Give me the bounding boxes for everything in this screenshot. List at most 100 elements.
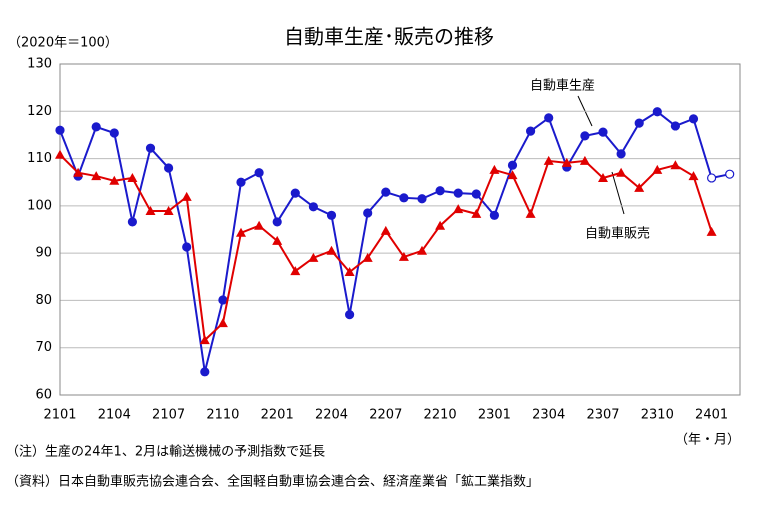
marker <box>398 251 409 261</box>
marker <box>55 125 65 135</box>
marker <box>254 220 265 230</box>
x-tick-label: 2310 <box>641 408 674 423</box>
x-tick-label: 2110 <box>206 408 239 423</box>
marker <box>217 318 228 328</box>
marker <box>254 168 264 178</box>
marker <box>308 252 319 262</box>
marker <box>598 127 608 137</box>
marker <box>145 206 156 216</box>
marker <box>652 107 662 117</box>
marker <box>344 267 355 277</box>
marker <box>688 114 699 124</box>
chart-title: 自動車生産･販売の推移 <box>284 25 494 49</box>
marker <box>544 113 554 123</box>
marker <box>453 204 464 214</box>
marker <box>706 173 717 183</box>
marker <box>670 160 681 170</box>
x-tick-label: 2101 <box>43 408 76 423</box>
y-tick-label: 80 <box>35 293 52 308</box>
x-axis-label: （年・月） <box>675 433 740 448</box>
marker <box>91 171 102 181</box>
marker <box>453 188 463 198</box>
note: （資料）日本自動車販売協会連合会、全国軽自動車協会連合会、経済産業省「鉱工業指数… <box>6 474 539 490</box>
marker <box>417 245 427 255</box>
x-tick-label: 2301 <box>478 408 511 423</box>
marker <box>272 217 282 227</box>
x-tick-label: 2307 <box>586 408 619 423</box>
marker <box>145 143 156 153</box>
x-tick-label: 2107 <box>152 408 185 423</box>
marker <box>561 157 572 167</box>
marker <box>362 252 373 262</box>
marker <box>616 167 627 177</box>
marker <box>163 206 174 216</box>
marker <box>507 160 518 170</box>
marker <box>634 182 645 192</box>
y-tick-label: 70 <box>35 340 52 355</box>
marker <box>272 235 283 245</box>
y-tick-label: 90 <box>35 246 52 261</box>
marker <box>471 208 482 218</box>
note: （注）生産の24年1、2月は輸送機械の予測指数で延長 <box>6 444 325 460</box>
marker <box>345 310 355 320</box>
marker <box>109 128 119 138</box>
marker <box>218 295 228 305</box>
marker <box>598 172 608 182</box>
y-tick-label: 120 <box>27 104 52 119</box>
marker <box>236 177 246 187</box>
marker <box>471 189 481 199</box>
marker <box>127 217 137 227</box>
y-tick-label: 100 <box>27 198 52 213</box>
marker <box>725 169 735 179</box>
marker <box>417 194 427 204</box>
x-tick-label: 2304 <box>532 408 565 423</box>
x-tick-label: 2104 <box>98 408 131 423</box>
marker <box>290 266 301 276</box>
x-tick-label: 2401 <box>695 408 728 423</box>
marker <box>525 126 536 136</box>
x-tick-label: 2207 <box>369 408 402 423</box>
marker <box>688 171 699 181</box>
marker <box>326 245 337 255</box>
series-label: 自動車生産 <box>530 78 595 94</box>
marker <box>489 164 500 174</box>
marker <box>507 170 518 180</box>
marker <box>706 226 717 236</box>
marker <box>326 210 337 220</box>
marker <box>380 225 391 235</box>
marker <box>127 172 138 182</box>
marker <box>109 175 120 185</box>
marker <box>580 131 590 141</box>
marker <box>164 163 174 173</box>
marker <box>182 242 192 252</box>
leader-line <box>611 171 625 215</box>
marker <box>73 167 84 177</box>
y-tick-label: 60 <box>35 388 52 403</box>
marker <box>616 149 626 159</box>
marker <box>55 149 65 159</box>
marker <box>525 208 536 218</box>
marker <box>381 187 391 197</box>
marker <box>543 155 554 165</box>
marker <box>181 191 192 201</box>
y-tick-label: 130 <box>27 57 52 72</box>
marker <box>290 188 300 198</box>
marker <box>489 210 499 220</box>
series-line <box>59 154 713 343</box>
marker <box>363 208 373 218</box>
marker <box>652 164 663 174</box>
marker <box>634 118 644 128</box>
marker <box>435 186 445 196</box>
x-tick-label: 2204 <box>315 408 348 423</box>
x-tick-label: 2210 <box>424 408 457 423</box>
marker <box>579 155 590 165</box>
marker <box>308 202 318 212</box>
marker <box>199 335 210 345</box>
y-tick-label: 110 <box>27 151 52 166</box>
marker <box>91 122 101 132</box>
series-label: 自動車販売 <box>585 226 650 242</box>
marker <box>200 367 210 377</box>
marker <box>399 193 409 203</box>
unit-label: （2020年＝100） <box>8 36 118 51</box>
